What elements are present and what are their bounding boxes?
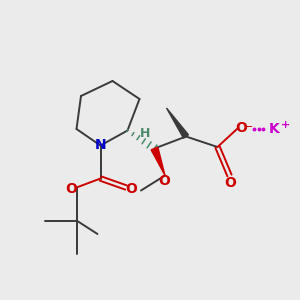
Text: O: O: [125, 182, 137, 196]
Text: O: O: [158, 174, 170, 188]
Text: K: K: [269, 122, 280, 136]
Text: H: H: [140, 127, 150, 140]
Polygon shape: [167, 108, 188, 138]
Text: +: +: [280, 120, 290, 130]
Text: N: N: [95, 138, 106, 152]
Text: −: −: [244, 122, 254, 132]
Text: O: O: [65, 182, 77, 196]
Text: O: O: [224, 176, 236, 190]
Polygon shape: [151, 147, 165, 176]
Text: O: O: [235, 121, 247, 134]
